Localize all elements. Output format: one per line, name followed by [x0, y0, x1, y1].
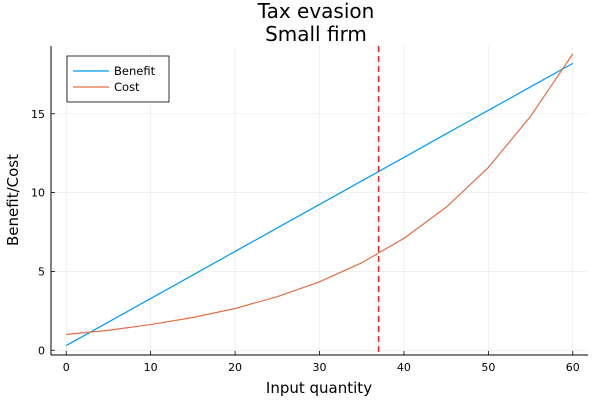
- x-tick-label: 60: [566, 361, 580, 374]
- legend: Benefit Cost: [66, 55, 170, 103]
- y-tick-label: 0: [38, 344, 45, 357]
- chart-subtitle: Small firm: [265, 22, 367, 46]
- legend-label-benefit: Benefit: [114, 64, 156, 78]
- grid: [51, 46, 588, 355]
- x-tick-label: 50: [481, 361, 495, 374]
- chart-title: Tax evasion: [257, 0, 375, 23]
- x-tick-label: 20: [228, 361, 242, 374]
- x-axis-label: Input quantity: [266, 379, 372, 397]
- y-axis-label: Benefit/Cost: [4, 154, 22, 246]
- y-tick-label: 10: [31, 187, 45, 200]
- legend-box: [66, 55, 170, 103]
- x-ticks: 0 10 20 30 40 50 60: [63, 351, 580, 374]
- y-tick-label: 5: [38, 265, 45, 278]
- y-ticks: 0 5 10 15: [31, 108, 55, 357]
- y-tick-label: 15: [31, 108, 45, 121]
- x-tick-label: 10: [144, 361, 158, 374]
- series-line-cost: [66, 53, 574, 336]
- x-tick-label: 0: [63, 361, 70, 374]
- x-tick-label: 30: [313, 361, 327, 374]
- x-tick-label: 40: [397, 361, 411, 374]
- legend-label-cost: Cost: [114, 80, 140, 94]
- series-lines: [65, 53, 574, 347]
- series-line-benefit: [65, 62, 574, 347]
